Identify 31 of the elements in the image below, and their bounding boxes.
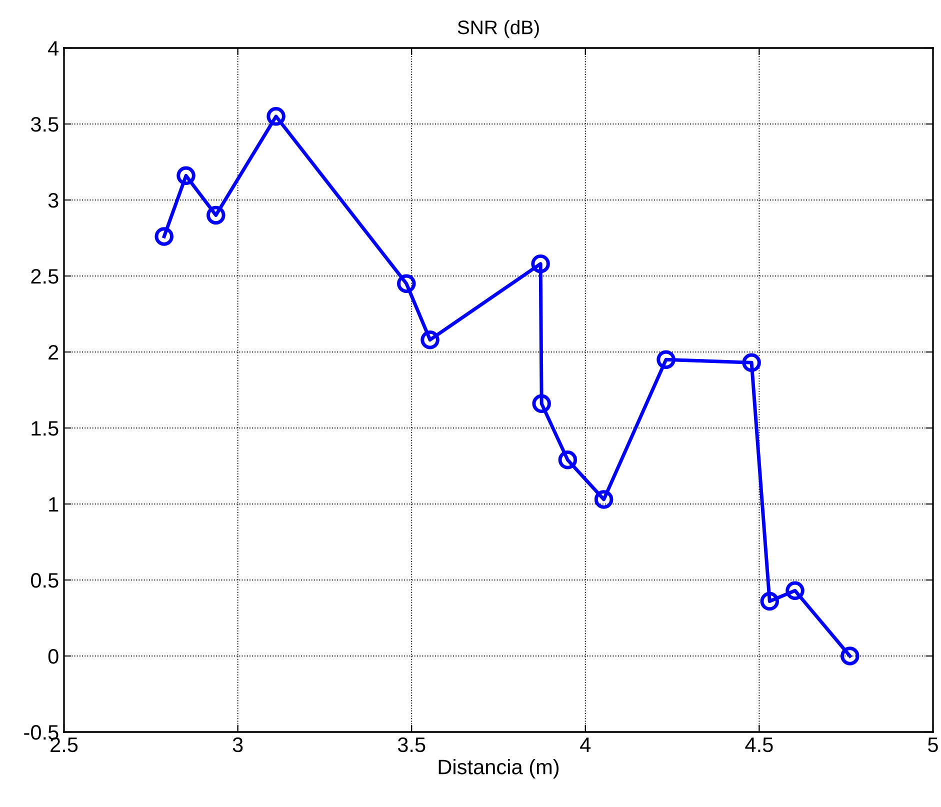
y-tick-label: 2.5 [31, 269, 58, 284]
point [176, 166, 196, 186]
point [397, 274, 416, 293]
y-tick-label: 1 [49, 497, 58, 512]
y-tick-label: 4 [48, 41, 59, 56]
point [154, 227, 174, 246]
y-tick-label: 0.5 [30, 573, 58, 588]
x-axis-title: Distancia (m) [438, 759, 559, 778]
chart-title: SNR (dB) [458, 20, 539, 38]
point [742, 353, 761, 372]
point [532, 394, 551, 414]
y-tick-label: 3.5 [30, 117, 58, 132]
point [594, 490, 614, 509]
point [558, 450, 578, 470]
y-tick-label: 2 [48, 345, 58, 360]
y-tick-label: 3 [48, 193, 58, 208]
point [531, 254, 550, 274]
point [266, 107, 286, 126]
point [840, 646, 860, 666]
x-tick-label: 5 [928, 738, 938, 752]
point [420, 330, 440, 350]
x-tick-label: 4.5 [745, 738, 773, 752]
x-tick-label: 3 [232, 737, 243, 752]
point [656, 350, 676, 369]
y-tick-label: 1.5 [32, 421, 58, 436]
x-tick-label: 4 [580, 738, 591, 752]
point [760, 592, 779, 611]
x-tick-label: 3.5 [398, 737, 426, 752]
y-tick-label: 0 [48, 649, 58, 664]
point [206, 206, 226, 225]
point [786, 581, 804, 600]
